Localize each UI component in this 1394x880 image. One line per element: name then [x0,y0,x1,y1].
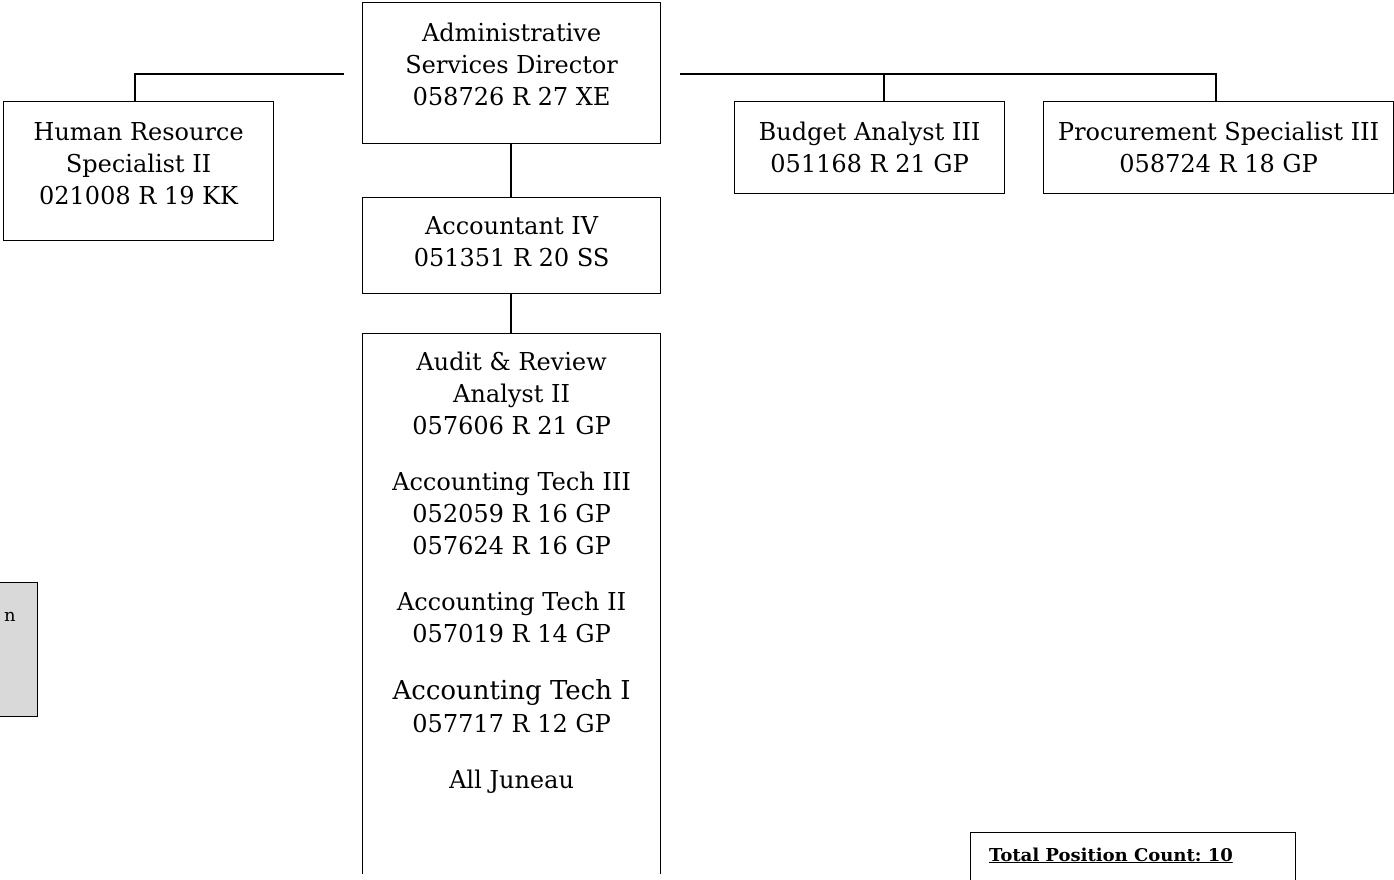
director-box: Administrative Services Director 058726 … [362,2,661,144]
legend-text: n [4,605,16,626]
total-count-box: Total Position Count: 10 [970,832,1296,880]
connector-left-horizontal [134,73,344,75]
audit-title-line2: Analyst II [453,380,570,408]
connector-procurement-drop [1215,73,1217,102]
total-count-label: Total Position Count: 10 [989,845,1233,866]
connector-right-horizontal [680,73,1217,75]
connector-accountant-staff [510,294,512,334]
director-title-line2: Services Director [405,51,618,79]
procurement-code: 058724 R 18 GP [1119,150,1318,178]
audit-title-line1: Audit & Review [416,348,607,376]
accountant-box: Accountant IV 051351 R 20 SS [362,197,661,294]
legend-box: n [0,582,38,717]
director-code: 058726 R 27 XE [412,83,611,111]
hr-title-line1: Human Resource [33,118,244,146]
procurement-title: Procurement Specialist III [1057,118,1380,146]
hr-title-line2: Specialist II [65,150,212,178]
budget-analyst-box: Budget Analyst III 051168 R 21 GP [734,101,1005,194]
tech3-title: Accounting Tech III [392,468,631,496]
location-note: All Juneau [449,766,574,794]
hr-code: 021008 R 19 KK [39,182,238,210]
budget-code: 051168 R 21 GP [770,150,969,178]
procurement-box: Procurement Specialist III 058724 R 18 G… [1043,101,1394,194]
accountant-title: Accountant IV [424,212,599,240]
tech3-code-1: 052059 R 16 GP [412,500,611,528]
connector-left-drop [134,73,136,102]
tech1-code: 057717 R 12 GP [412,710,611,738]
tech2-code: 057019 R 14 GP [412,620,611,648]
budget-title: Budget Analyst III [758,118,981,146]
tech2-title: Accounting Tech II [396,588,627,616]
hr-specialist-box: Human Resource Specialist II 021008 R 19… [3,101,274,241]
tech1-title: Accounting Tech I [392,676,631,706]
connector-director-accountant [510,144,512,198]
audit-code: 057606 R 21 GP [412,412,611,440]
accountant-code: 051351 R 20 SS [413,244,610,272]
tech3-code-2: 057624 R 16 GP [412,532,611,560]
director-title-line1: Administrative [421,19,602,47]
accounting-staff-box: Audit & Review Analyst II 057606 R 21 GP… [362,333,661,874]
connector-budget-drop [883,73,885,102]
